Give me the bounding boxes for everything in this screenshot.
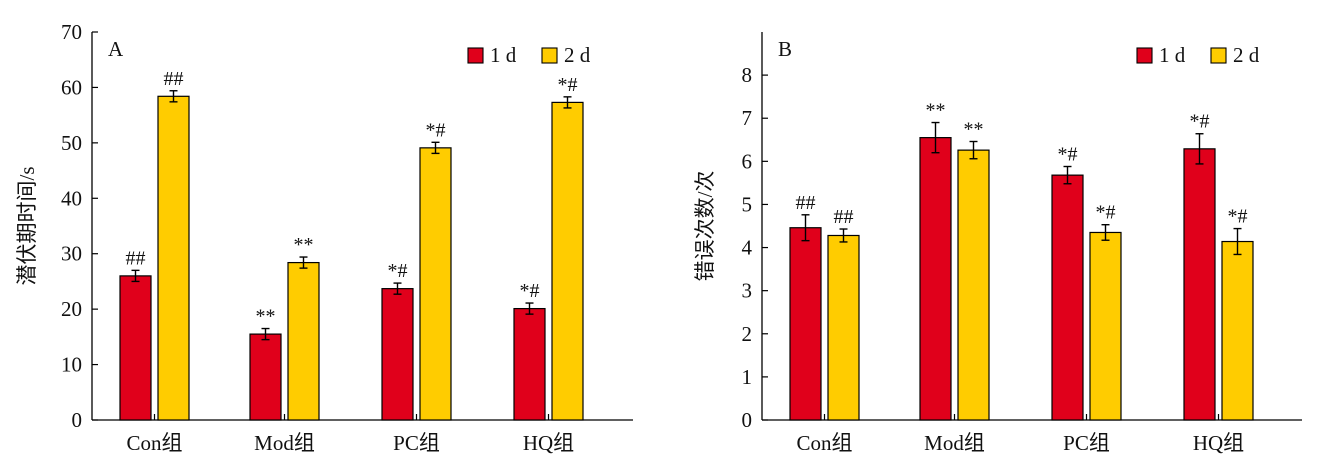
y-tick-label: 5 <box>742 192 753 216</box>
bar <box>419 147 452 421</box>
legend-label: 1 d <box>1159 43 1186 67</box>
x-tick-label: Mod组 <box>254 431 315 455</box>
y-axis-label: 错误次数/次 <box>693 171 717 282</box>
legend-swatch <box>541 47 558 64</box>
bar <box>249 333 282 421</box>
bar <box>157 95 190 421</box>
bar <box>919 137 952 421</box>
bar <box>957 149 990 421</box>
y-tick-label: 4 <box>742 236 753 260</box>
panel-a: 0 10 20 30 40 50 60 70 潜伏期时间/s A ## ## Con组 ** ** Mod组 *… <box>15 20 633 455</box>
panel-label: A <box>108 37 124 61</box>
y-tick-label: 40 <box>61 186 82 210</box>
legend-swatch <box>1136 47 1153 64</box>
significance-label: ## <box>796 192 816 214</box>
y-tick-label: 70 <box>61 20 82 44</box>
x-tick-label: Con组 <box>126 431 182 455</box>
significance-label: *# <box>1190 111 1210 133</box>
bar <box>1051 174 1084 421</box>
significance-label: ** <box>964 119 984 141</box>
y-tick-label: 3 <box>742 279 753 303</box>
x-tick-label: HQ组 <box>1193 431 1244 455</box>
y-tick-label: 60 <box>61 75 82 99</box>
significance-label: *# <box>388 260 408 282</box>
legend-label: 2 d <box>1233 43 1260 67</box>
significance-label: ## <box>164 68 184 90</box>
x-tick-label: Con组 <box>796 431 852 455</box>
x-tick-label: PC组 <box>1063 431 1110 455</box>
y-tick-label: 0 <box>742 408 753 432</box>
legend-swatch <box>467 47 484 64</box>
bar <box>1183 148 1216 421</box>
y-tick-label: 8 <box>742 63 753 87</box>
significance-label: *# <box>520 280 540 302</box>
y-tick-label: 30 <box>61 242 82 266</box>
significance-label: ## <box>126 247 146 269</box>
y-tick-label: 10 <box>61 353 82 377</box>
bar <box>1221 240 1254 421</box>
bar <box>551 101 584 421</box>
legend-label: 1 d <box>490 43 517 67</box>
bar <box>1089 231 1122 421</box>
x-tick-label: Mod组 <box>924 431 985 455</box>
bar <box>119 275 152 421</box>
y-tick-label: 1 <box>742 365 753 389</box>
y-tick-label: 7 <box>742 106 753 130</box>
y-axis-label: 潜伏期时间/s <box>15 166 39 285</box>
y-tick-label: 50 <box>61 131 82 155</box>
x-tick-label: HQ组 <box>523 431 574 455</box>
significance-label: *# <box>1228 206 1248 228</box>
bar <box>381 288 414 421</box>
panel-label: B <box>778 37 792 61</box>
significance-label: *# <box>426 119 446 141</box>
bar <box>789 227 822 421</box>
legend-swatch <box>1210 47 1227 64</box>
y-tick-label: 6 <box>742 149 753 173</box>
bar <box>827 234 860 421</box>
significance-label: ## <box>834 206 854 228</box>
significance-label: *# <box>1096 202 1116 224</box>
significance-label: *# <box>558 74 578 96</box>
y-tick-label: 2 <box>742 322 753 346</box>
bar <box>513 307 546 421</box>
y-tick-label: 0 <box>72 408 83 432</box>
y-tick-label: 20 <box>61 297 82 321</box>
significance-label: ** <box>294 234 314 256</box>
significance-label: ** <box>256 306 276 328</box>
x-tick-label: PC组 <box>393 431 440 455</box>
significance-label: ** <box>926 100 946 122</box>
panel-b: 0 1 2 3 4 5 6 7 8 错误次数/次 B ## ## Con组 ** ** Mod组 *# *# PC组 *… <box>693 32 1302 455</box>
significance-label: *# <box>1058 144 1078 166</box>
bar <box>287 261 320 421</box>
legend-label: 2 d <box>564 43 591 67</box>
